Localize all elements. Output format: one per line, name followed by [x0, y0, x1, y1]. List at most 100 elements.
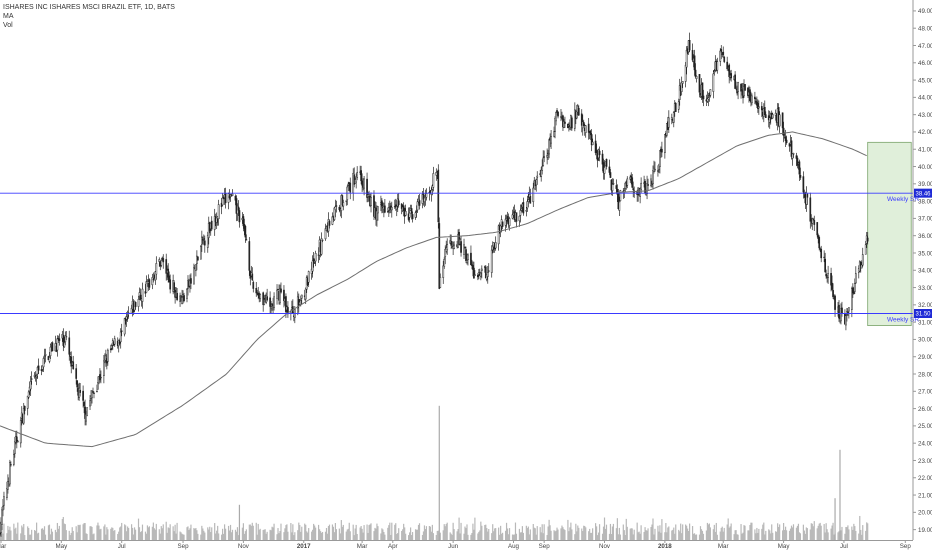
candle-body	[781, 112, 784, 129]
y-tick-label: 44.00	[918, 95, 932, 102]
volume-bar	[417, 524, 420, 540]
volume-bar	[494, 528, 496, 540]
candle-body	[49, 346, 52, 357]
volume-bar	[383, 532, 385, 540]
candle-body	[437, 169, 440, 223]
candle-body	[165, 259, 168, 274]
target-zone-box	[867, 141, 912, 327]
volume-bar	[568, 531, 570, 540]
volume-bar	[686, 525, 688, 540]
x-tick-label: Jul	[840, 543, 848, 550]
volume-bar	[188, 529, 190, 540]
candle-body	[764, 114, 767, 118]
volume-bar	[338, 528, 340, 540]
volume-bar	[622, 524, 624, 540]
volume-bar	[380, 533, 382, 540]
candle-body	[167, 268, 170, 278]
candle-body	[217, 204, 220, 220]
candle-body	[173, 282, 175, 290]
candle-body	[158, 259, 161, 262]
volume-bar	[610, 534, 613, 540]
volume-bar	[713, 524, 715, 540]
candle-body	[35, 375, 38, 378]
volume-bar	[299, 525, 301, 540]
volume-bar	[72, 530, 74, 540]
volume-bar	[148, 526, 150, 540]
candle-body	[408, 212, 411, 218]
candle-body	[719, 50, 722, 62]
volume-bar	[346, 529, 348, 540]
candle-body	[632, 188, 635, 190]
y-tick-label: 29.00	[918, 354, 932, 361]
legend-vol[interactable]: Vol	[3, 22, 13, 29]
candle-body	[78, 387, 81, 398]
candle-body	[526, 201, 529, 209]
volume-bar	[432, 533, 434, 540]
candle-body	[841, 307, 843, 314]
volume-bar	[657, 525, 659, 540]
candle-body	[58, 338, 61, 341]
candle-body	[744, 84, 746, 91]
volume-bar	[466, 524, 468, 540]
volume-bar	[726, 524, 728, 540]
volume-bar	[605, 524, 608, 540]
volume-bar	[811, 523, 813, 540]
candle-body	[93, 392, 95, 394]
volume-bar	[30, 534, 32, 540]
volume-bar	[409, 527, 412, 540]
volume-bar	[287, 531, 289, 540]
volume-bar	[320, 532, 323, 540]
volume-bar	[395, 523, 397, 540]
volume-bar	[819, 522, 821, 540]
candle-body	[97, 382, 99, 390]
volume-bar	[243, 533, 245, 540]
volume-bar	[161, 528, 163, 540]
candle-body	[366, 178, 368, 198]
volume-bar	[65, 530, 67, 540]
candle-body	[525, 209, 528, 212]
volume-bar	[273, 523, 275, 540]
volume-bar	[345, 531, 347, 540]
candle-body	[70, 356, 73, 367]
volume-bar	[847, 525, 849, 540]
candle-body	[830, 273, 832, 286]
volume-bar	[262, 530, 264, 540]
candle-body	[467, 254, 469, 261]
volume-bar	[269, 529, 271, 540]
volume-bar	[224, 528, 227, 540]
volume-bar	[218, 533, 220, 540]
volume-bar	[117, 533, 119, 540]
candle-body	[809, 197, 812, 222]
candle-body	[657, 170, 659, 172]
volume-bar	[36, 522, 38, 540]
volume-bar	[833, 534, 835, 540]
volume-bar	[315, 527, 317, 540]
volume-bar	[305, 524, 307, 540]
volume-bar	[756, 527, 758, 540]
candle-body	[190, 278, 192, 284]
volume-bar	[141, 524, 144, 540]
volume-bar	[755, 533, 757, 540]
candle-body	[402, 205, 405, 211]
candle-body	[304, 288, 307, 300]
volume-bar	[571, 529, 573, 540]
volume-bar	[36, 533, 39, 540]
legend-ma[interactable]: MA	[3, 13, 14, 20]
volume-bar	[449, 532, 451, 540]
volume-bar	[612, 523, 615, 540]
volume-bar	[512, 534, 515, 540]
candle-body	[349, 182, 352, 193]
volume-bar	[499, 534, 501, 540]
candle-body	[813, 220, 816, 225]
volume-bar	[436, 530, 438, 540]
candle-body	[861, 254, 864, 266]
volume-bar	[574, 534, 576, 540]
volume-bar	[193, 528, 195, 540]
volume-bar	[633, 529, 635, 540]
candle-body	[618, 201, 621, 211]
candle-body	[598, 150, 601, 156]
candle-body	[571, 117, 573, 129]
volume-bar	[596, 535, 599, 540]
